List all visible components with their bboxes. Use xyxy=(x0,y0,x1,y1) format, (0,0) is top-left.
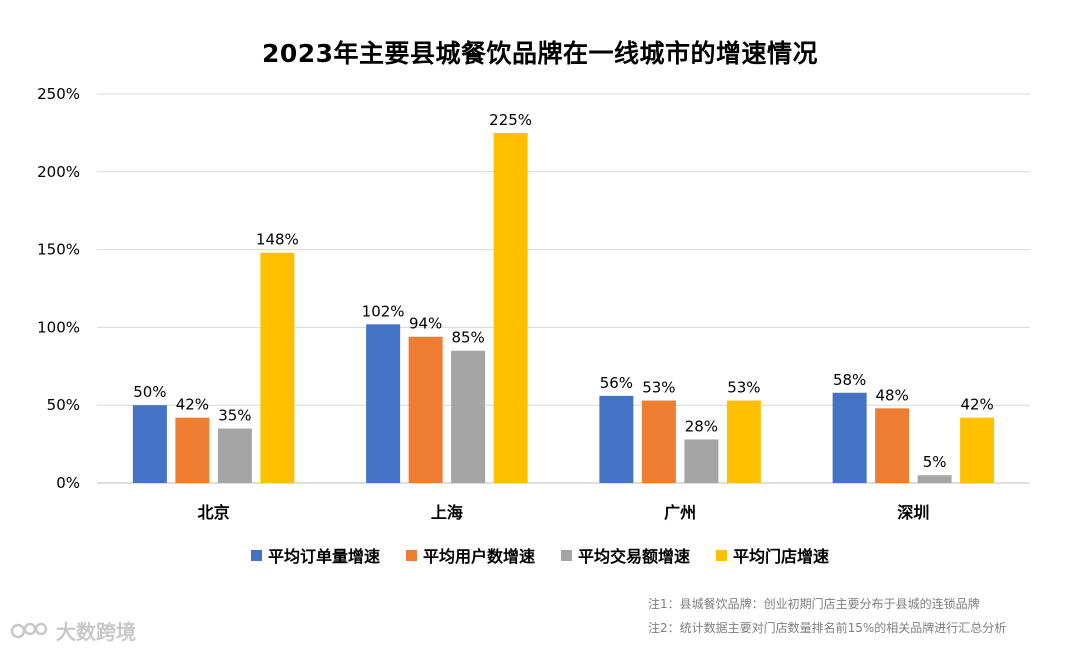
y-tick-label: 50% xyxy=(47,396,80,414)
data-label: 56% xyxy=(600,374,633,392)
chart-legend: 平均订单量增速 平均用户数增速 平均交易额增速 平均门店增速 xyxy=(0,543,1080,567)
watermark-logo-icon xyxy=(10,622,48,638)
bar xyxy=(451,350,486,483)
bar xyxy=(408,336,443,483)
bar-chart: 0% 50% 100% 150% 200% 250% 50% 42% 35% 148% 北京 102%… xyxy=(37,85,1030,522)
bar xyxy=(217,428,252,483)
footnotes: 注1：县城餐饮品牌：创业初期门店主要分布于县城的连锁品牌 注2：统计数据主要对门… xyxy=(648,592,1006,640)
legend-label-orders: 平均订单量增速 xyxy=(267,547,380,566)
data-label: 48% xyxy=(875,386,908,404)
data-label: 28% xyxy=(685,417,718,435)
y-tick-label: 250% xyxy=(37,85,80,103)
legend-label-stores: 平均门店增速 xyxy=(733,547,830,566)
legend-swatch-users xyxy=(405,549,417,561)
y-tick-label: 150% xyxy=(37,241,80,259)
bar xyxy=(832,392,867,483)
legend-swatch-stores xyxy=(716,549,728,561)
bar xyxy=(175,417,210,483)
x-tick-label: 深圳 xyxy=(897,503,929,522)
data-label: 42% xyxy=(176,396,209,414)
legend-item-stores: 平均门店增速 xyxy=(716,543,829,567)
chart-title: 2023年主要县城餐饮品牌在一线城市的增速情况 xyxy=(261,39,819,68)
bar xyxy=(641,400,676,483)
data-label: 53% xyxy=(727,379,760,397)
legend-label-users: 平均用户数增速 xyxy=(422,547,535,566)
bar xyxy=(875,408,910,483)
bar xyxy=(960,417,995,483)
watermark: 大数跨境 xyxy=(10,616,136,645)
bar xyxy=(366,324,401,483)
y-tick-label: 0% xyxy=(56,474,80,492)
y-tick-label: 100% xyxy=(37,318,80,336)
footnote-1: 注1：县城餐饮品牌：创业初期门店主要分布于县城的连锁品牌 xyxy=(648,597,980,611)
x-tick-label: 广州 xyxy=(664,503,696,522)
x-tick-label: 北京 xyxy=(198,503,230,522)
data-label: 85% xyxy=(451,329,484,347)
legend-item-orders: 平均订单量增速 xyxy=(250,543,380,567)
bar xyxy=(726,400,761,483)
bar xyxy=(599,395,634,483)
data-label: 148% xyxy=(256,231,299,249)
data-label: 42% xyxy=(960,396,993,414)
bar xyxy=(132,405,167,483)
bar xyxy=(917,475,952,483)
data-label: 35% xyxy=(218,407,251,425)
data-label: 94% xyxy=(409,315,442,333)
y-tick-label: 200% xyxy=(37,163,80,181)
data-label: 102% xyxy=(362,302,405,320)
data-label: 58% xyxy=(833,371,866,389)
x-tick-label: 上海 xyxy=(431,503,463,522)
legend-item-transactions: 平均交易额增速 xyxy=(561,543,690,567)
bar xyxy=(684,439,719,483)
bar xyxy=(493,132,528,483)
legend-item-users: 平均用户数增速 xyxy=(405,543,535,567)
legend-swatch-orders xyxy=(250,549,262,561)
legend-label-transactions: 平均交易额增速 xyxy=(578,547,691,566)
data-label: 53% xyxy=(642,379,675,397)
bar xyxy=(260,252,295,483)
watermark-text: 大数跨境 xyxy=(56,620,136,644)
data-label: 225% xyxy=(489,111,532,129)
data-label: 5% xyxy=(923,453,947,471)
data-label: 50% xyxy=(133,383,166,401)
footnote-2: 注2：统计数据主要对门店数量排名前15%的相关品牌进行汇总分析 xyxy=(648,621,1007,635)
legend-swatch-transactions xyxy=(561,549,572,561)
